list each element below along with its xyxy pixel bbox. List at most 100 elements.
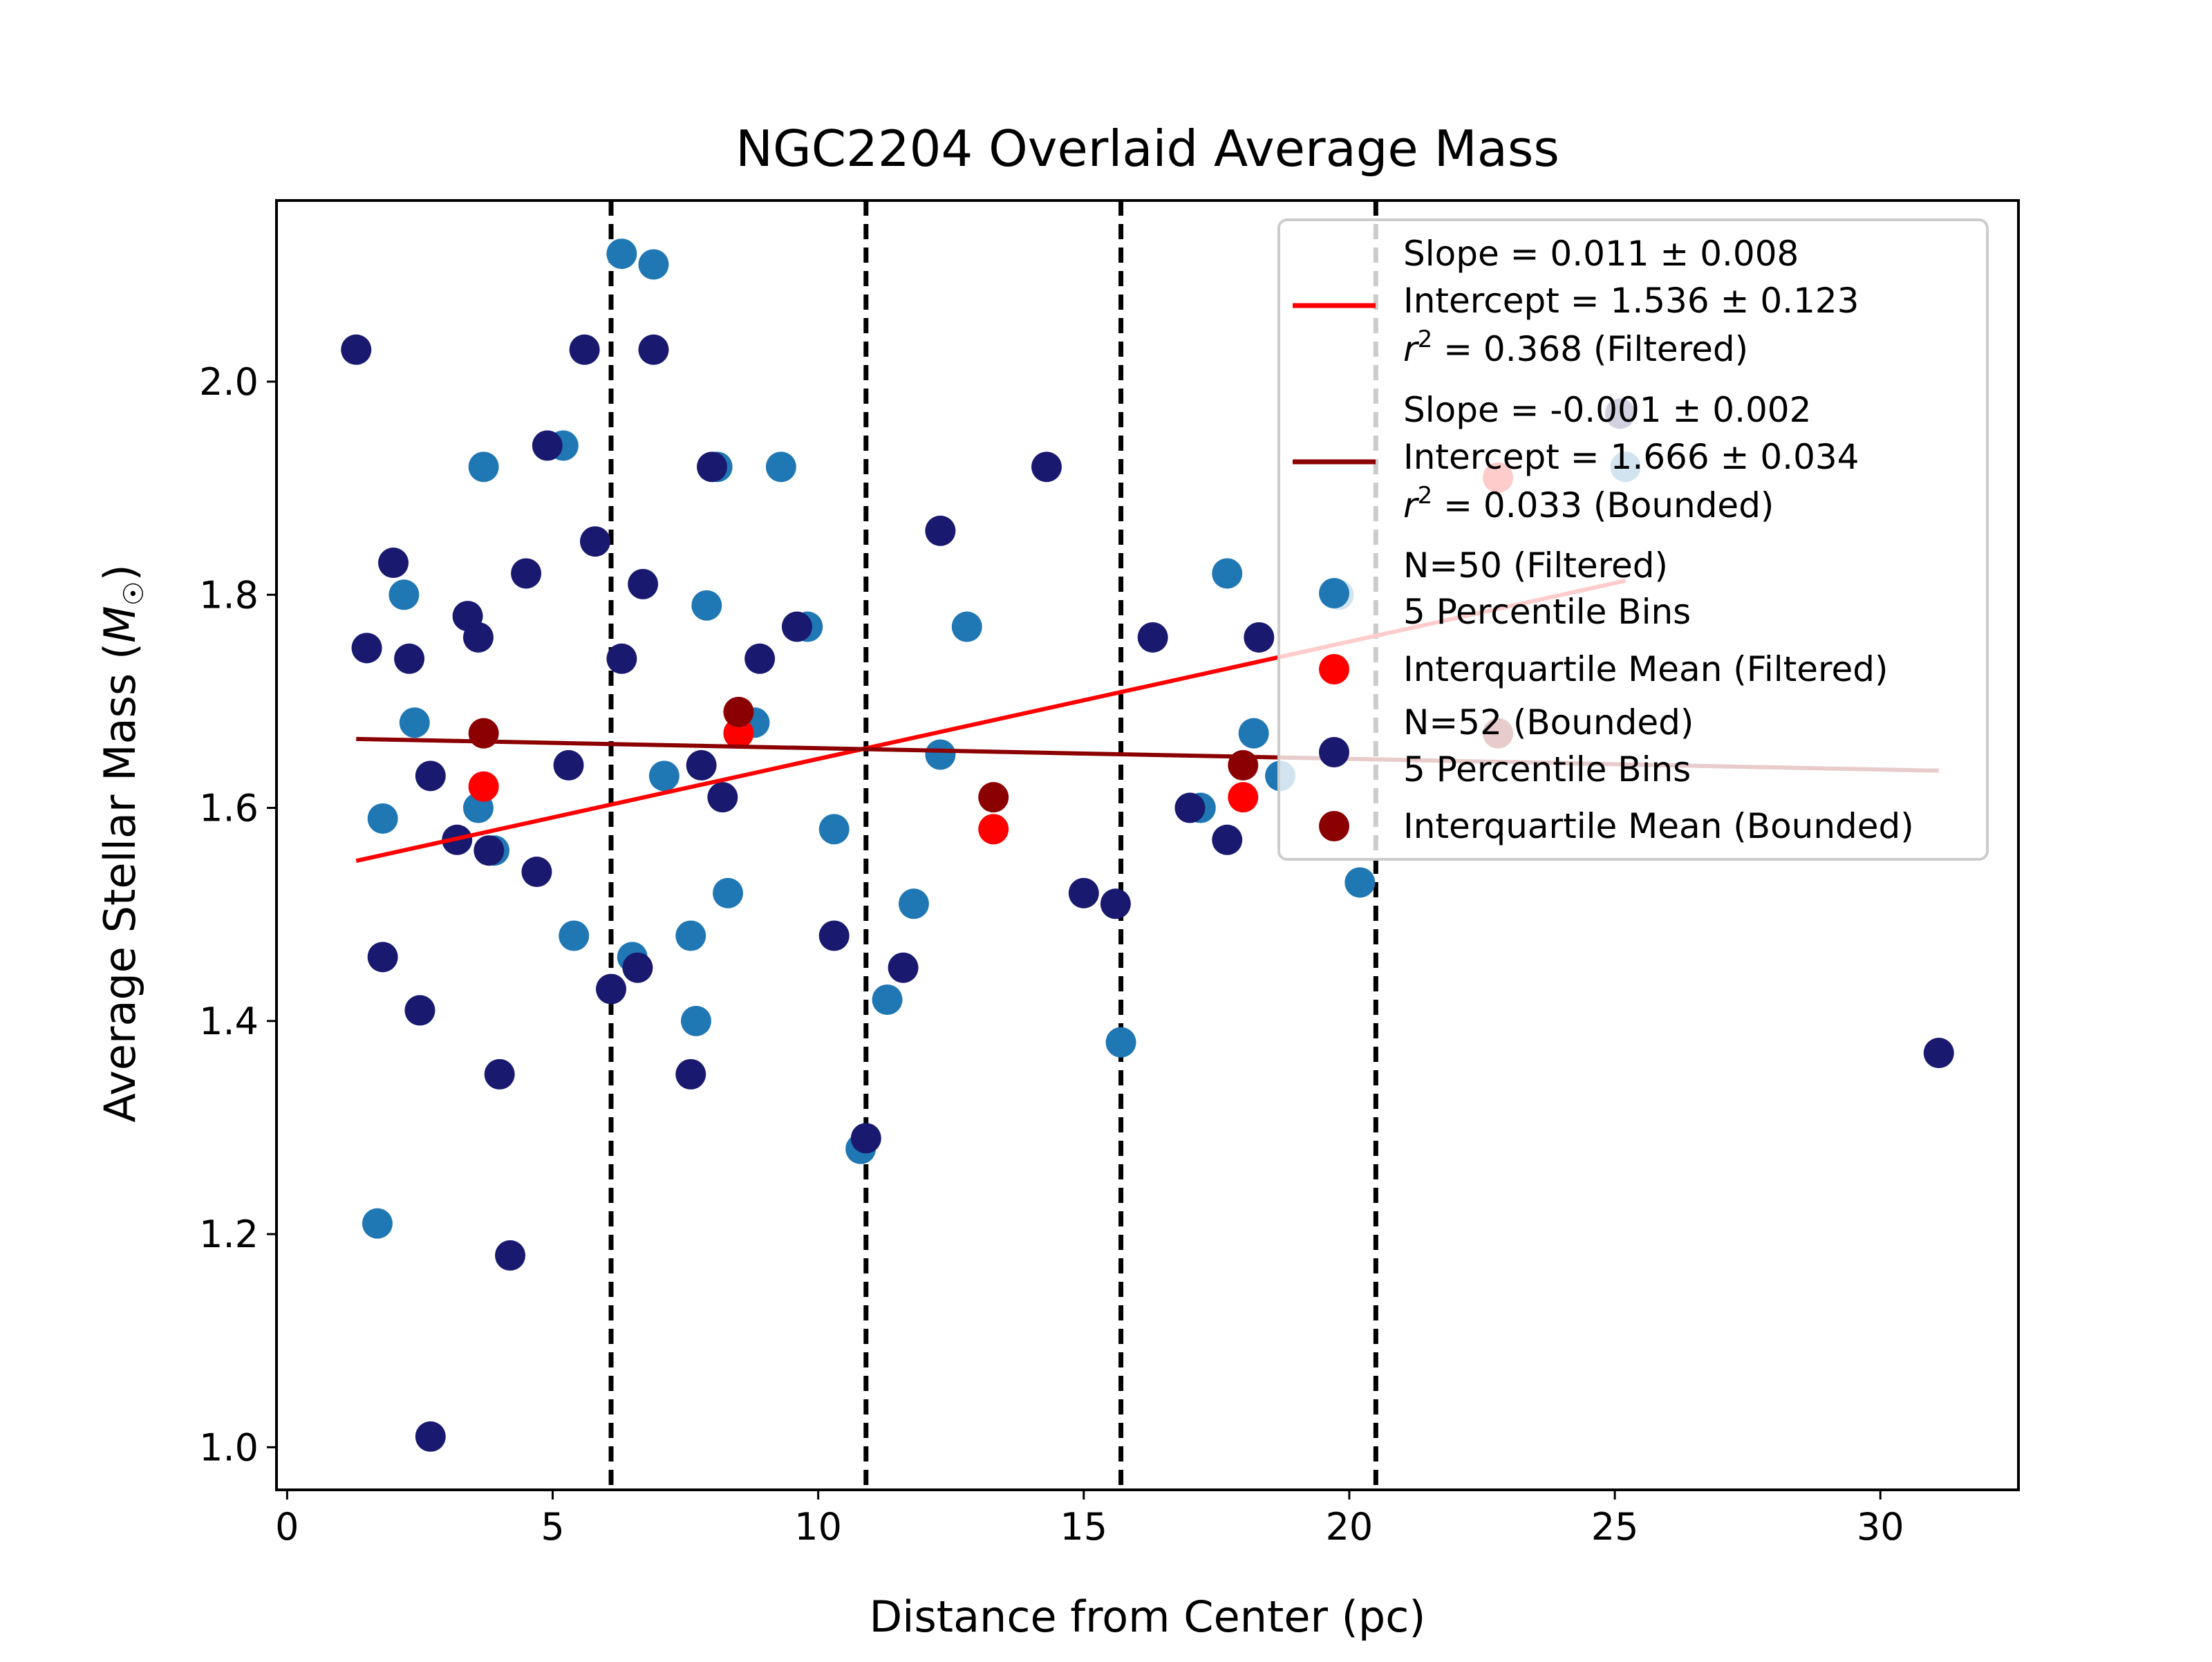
y-axis-label-end: ) (95, 564, 145, 581)
x-tick-label: 25 (1591, 1505, 1639, 1549)
legend-fit-filtered-sup: 2 (1418, 326, 1433, 353)
bounded-point (1212, 824, 1243, 855)
filtered-point (680, 1005, 711, 1036)
bounded-point (484, 1058, 515, 1090)
x-tick-label: 30 (1857, 1505, 1904, 1549)
iqm_filtered-point (723, 718, 754, 749)
legend-fit-bounded-stat: = 0.033 (Bounded) (1432, 485, 1774, 525)
bounded-point (818, 920, 850, 951)
chart-title: NGC2204 Overlaid Average Mass (735, 120, 1559, 178)
bounded-point (341, 334, 372, 365)
filtered-point (648, 760, 679, 792)
bounded-point (697, 451, 727, 483)
legend-filtered-line2: 5 Percentile Bins (1403, 592, 1691, 632)
x-axis-label: Distance from Center (pc) (869, 1591, 1425, 1642)
axis-ticks: 0 5 10 15 20 25 30 1.0 1.2 1.4 1.6 1.8 2.0 (199, 360, 1904, 1549)
filtered-point (951, 611, 982, 642)
iqm_filtered-point (978, 814, 1009, 845)
bounded-point (850, 1123, 881, 1154)
bounded-point (474, 835, 505, 866)
filtered-point (898, 888, 929, 919)
x-tick-label: 20 (1326, 1505, 1374, 1549)
filtered-point (1344, 867, 1376, 898)
legend-fit-bounded-line3: r2 = 0.033 (Bounded) (1403, 482, 1774, 525)
legend: Slope = 0.011 ± 0.008 Intercept = 1.536 … (1277, 218, 1989, 861)
bounded-point (1923, 1038, 1954, 1069)
x-tick-label: 15 (1060, 1505, 1107, 1549)
legend-fit-filtered-stat: = 0.368 (Filtered) (1432, 329, 1748, 369)
filtered-point (362, 1208, 393, 1239)
legend-fit-bounded-line1: Slope = -0.001 ± 0.002 (1403, 390, 1811, 430)
filtered-point (691, 590, 722, 621)
y-axis-label-sub: ☉ (118, 581, 150, 606)
bounded-point (1100, 888, 1131, 919)
legend-fit-filtered-r: r (1403, 329, 1420, 369)
filtered-point (638, 249, 669, 280)
bounded-point (351, 633, 382, 664)
filtered-point (367, 803, 398, 834)
bounded-point (638, 334, 669, 365)
y-axis-label-symbol: M (95, 606, 145, 643)
bounded-point (888, 952, 919, 983)
bounded-point (707, 782, 738, 813)
iqm_bounded-point (723, 696, 754, 727)
plot-frame (275, 199, 2020, 1491)
bounded-point (1068, 877, 1099, 908)
bounded-point (1031, 451, 1062, 483)
bounded-point (675, 1058, 706, 1090)
bounded-point (521, 857, 552, 888)
legend-fit-filtered-line2: Intercept = 1.536 ± 0.123 (1403, 281, 1859, 321)
x-tick-label: 5 (541, 1505, 564, 1549)
legend-iqm-bounded-marker (1319, 811, 1349, 841)
bounded-point (579, 526, 610, 557)
filtered-point (765, 451, 796, 483)
filtered-point (1238, 718, 1269, 749)
legend-bounded-line1: N=52 (Bounded) (1403, 702, 1694, 743)
iqm_filtered-point (1228, 782, 1259, 813)
bounded-point (1244, 622, 1275, 653)
legend-fit-bounded-sup: 2 (1418, 482, 1433, 510)
bounded-point (415, 760, 446, 792)
bounded-point (686, 749, 717, 781)
legend-bounded-marker (1319, 737, 1349, 767)
bounded-point (378, 548, 409, 579)
legend-fit-filtered-line1: Slope = 0.011 ± 0.008 (1403, 234, 1799, 274)
bounded-point (925, 515, 956, 546)
bounded-point (569, 334, 600, 365)
bounded-point (394, 643, 425, 674)
filtered-point (1105, 1027, 1136, 1058)
filtered-point (468, 451, 499, 483)
legend-bounded-line2: 5 Percentile Bins (1403, 749, 1691, 790)
bounded-point (532, 430, 563, 461)
filtered-point (925, 739, 956, 770)
y-tick-label: 1.2 (199, 1213, 259, 1256)
legend-iqm-bounded-label: Interquartile Mean (Bounded) (1403, 806, 1914, 846)
bounded-point (1174, 792, 1206, 823)
bounded-point (781, 611, 812, 642)
bounded-point (462, 622, 494, 653)
bounded-point (404, 995, 435, 1026)
iqm_filtered-point (468, 771, 499, 802)
filtered-point (388, 579, 420, 610)
y-axis-label-main: Average Stellar Mass ( (95, 643, 145, 1123)
x-tick-label: 10 (794, 1505, 842, 1549)
legend-fit-filtered-line3: r2 = 0.368 (Filtered) (1403, 326, 1748, 369)
x-tick-label: 0 (275, 1505, 299, 1549)
legend-box (1277, 218, 1989, 861)
filtered-point (559, 920, 590, 951)
filtered-point (675, 920, 706, 951)
y-tick-label: 1.8 (199, 573, 259, 617)
filtered-point (818, 814, 850, 845)
legend-iqm-filtered-marker (1319, 654, 1349, 684)
filtered-point (713, 877, 744, 908)
bounded-point (622, 952, 653, 983)
bounded-point (744, 643, 776, 674)
bounded-point (415, 1421, 446, 1452)
legend-iqm-filtered-label: Interquartile Mean (Filtered) (1403, 649, 1888, 689)
filtered-point (606, 239, 637, 270)
filtered-point (872, 984, 903, 1015)
legend-fit-bounded-r: r (1403, 485, 1420, 525)
iqm_bounded-point (468, 718, 499, 749)
legend-fit-bounded-line2: Intercept = 1.666 ± 0.034 (1403, 437, 1859, 477)
